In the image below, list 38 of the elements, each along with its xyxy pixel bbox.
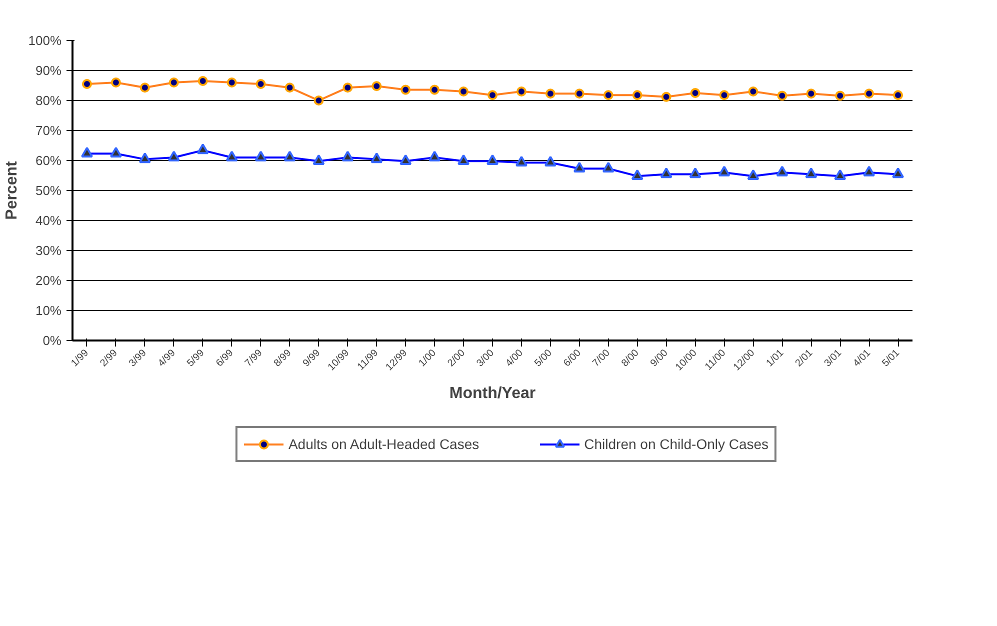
y-tick-label: 20% bbox=[35, 273, 62, 288]
y-tick-label: 0% bbox=[42, 333, 62, 348]
y-tick-label: 100% bbox=[28, 33, 62, 48]
x-tick-label: 2/99 bbox=[98, 347, 120, 370]
x-tick-label: 9/00 bbox=[648, 347, 670, 370]
x-tick-label: 3/99 bbox=[127, 347, 150, 370]
x-tick-label: 1/01 bbox=[764, 347, 786, 370]
y-tick-label: 60% bbox=[35, 153, 62, 168]
x-tick-label: 5/00 bbox=[532, 347, 555, 370]
y-axis-title: Percent bbox=[3, 160, 20, 220]
legend-label: Adults on Adult-Headed Cases bbox=[288, 436, 480, 452]
x-tick-label: 9/99 bbox=[301, 347, 323, 370]
y-tick-label: 40% bbox=[35, 213, 62, 228]
x-tick-label: 6/99 bbox=[214, 347, 236, 370]
y-tick-label: 80% bbox=[35, 93, 62, 108]
x-tick-label: 5/01 bbox=[880, 347, 902, 370]
y-tick-label: 90% bbox=[35, 63, 62, 78]
y-tick-label: 50% bbox=[35, 183, 62, 198]
y-tick-label: 10% bbox=[35, 303, 62, 318]
y-tick-label: 70% bbox=[35, 123, 62, 138]
x-tick-label: 1/00 bbox=[416, 347, 439, 370]
legend-label: Children on Child-Only Cases bbox=[584, 436, 769, 452]
x-tick-label: 6/00 bbox=[562, 347, 584, 370]
x-tick-label: 8/00 bbox=[620, 347, 642, 370]
x-tick-label: 2/00 bbox=[446, 347, 468, 370]
y-tick-label: 30% bbox=[35, 243, 62, 258]
x-tick-label: 3/00 bbox=[474, 347, 497, 370]
x-tick-label: 1/99 bbox=[69, 347, 92, 370]
x-tick-label: 4/01 bbox=[851, 347, 874, 370]
x-tick-label: 3/01 bbox=[822, 347, 844, 370]
x-tick-label: 2/01 bbox=[793, 347, 816, 370]
x-tick-label: 7/99 bbox=[243, 347, 265, 370]
x-axis-title: Month/Year bbox=[449, 384, 536, 402]
x-tick-label: 8/99 bbox=[272, 347, 294, 370]
x-tick-label: 7/00 bbox=[590, 347, 613, 370]
x-tick-label: 4/99 bbox=[156, 347, 178, 370]
x-tick-label: 5/99 bbox=[185, 347, 208, 370]
x-tick-label: 4/00 bbox=[504, 347, 526, 370]
